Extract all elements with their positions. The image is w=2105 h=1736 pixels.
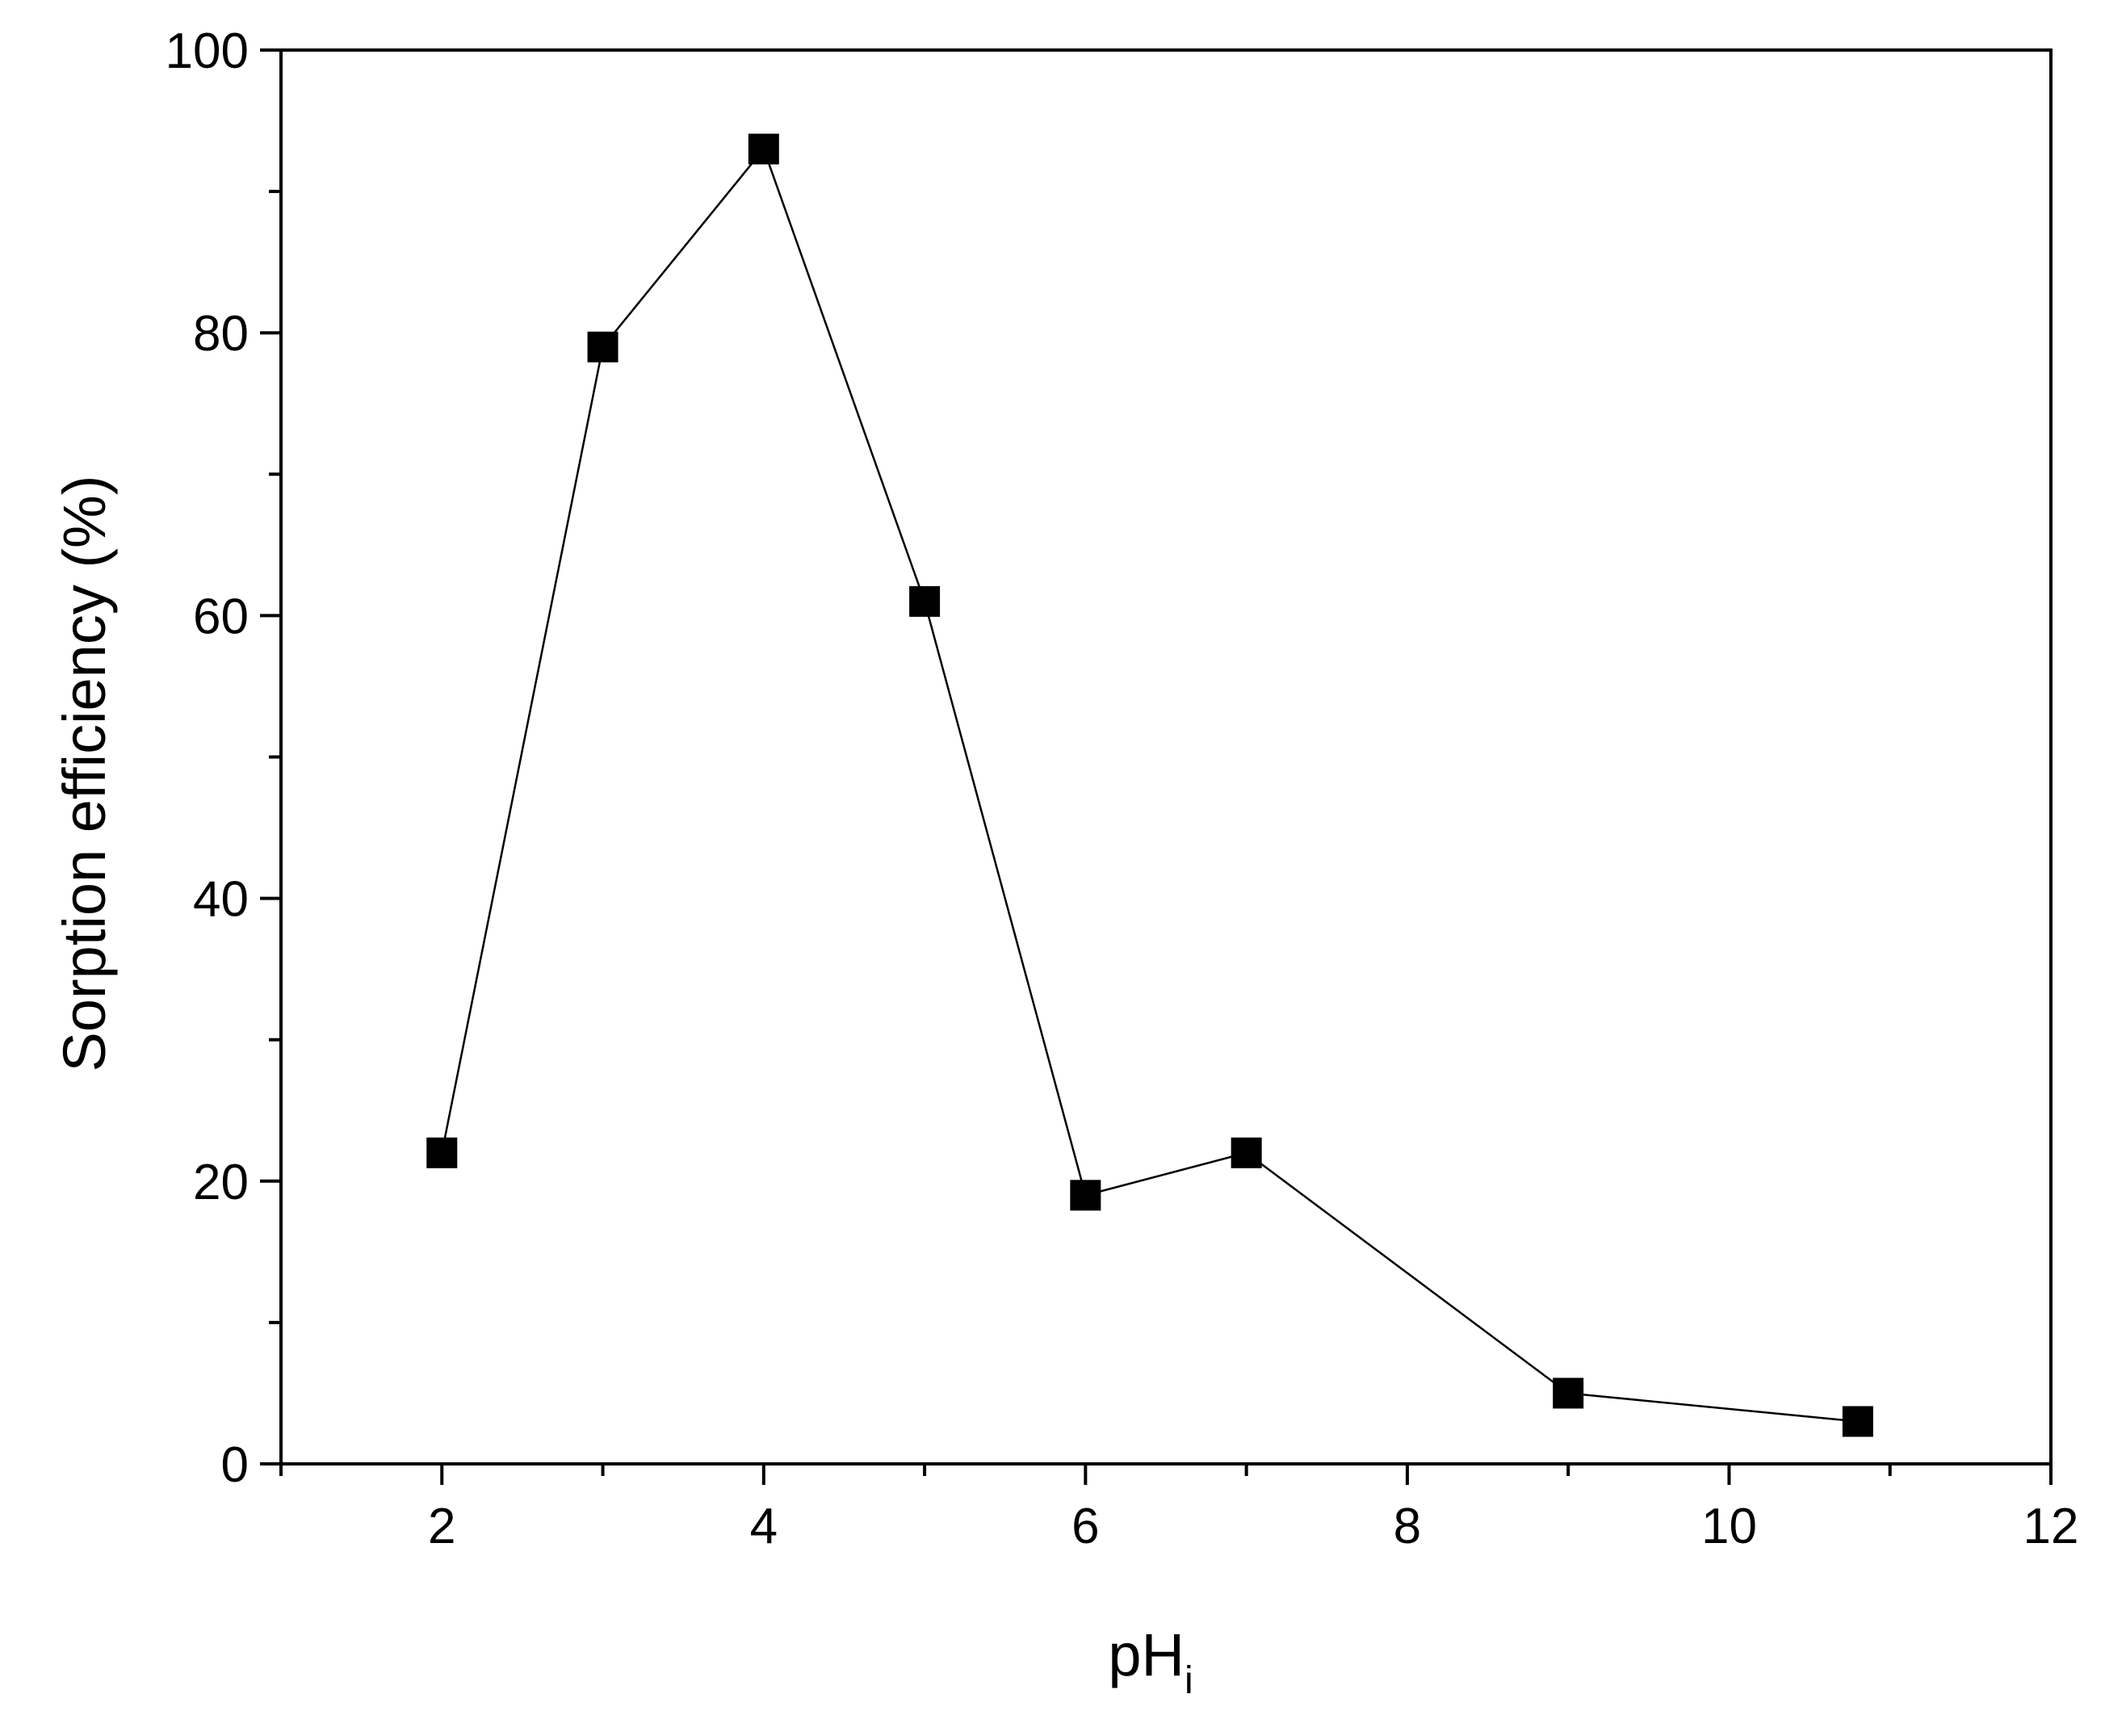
y-tick-label: 0	[221, 1437, 249, 1493]
x-tick-label: 4	[750, 1499, 778, 1554]
data-point-marker	[1070, 1180, 1101, 1211]
y-tick-label: 100	[166, 23, 249, 79]
x-tick-label: 10	[1701, 1499, 1757, 1554]
data-point-marker	[1231, 1137, 1262, 1168]
x-tick-label: 12	[2023, 1499, 2079, 1554]
y-axis-label: Sorption efficiency (%)	[51, 476, 118, 1072]
y-tick-label: 40	[193, 872, 249, 928]
series-markers	[426, 133, 1873, 1437]
data-point-marker	[748, 133, 779, 165]
y-tick-label: 20	[193, 1155, 249, 1210]
data-point-marker	[909, 585, 941, 617]
x-axis-label-main: pH	[1108, 1621, 1185, 1688]
axis-ticks	[260, 48, 2053, 1485]
data-point-marker	[587, 331, 619, 363]
x-axis-label: pHi	[1108, 1621, 1193, 1702]
y-tick-label: 80	[193, 306, 249, 362]
x-axis-label-subscript: i	[1185, 1659, 1193, 1702]
y-tick-label: 60	[193, 589, 249, 644]
series-line	[441, 147, 1858, 1423]
x-tick-label: 2	[428, 1499, 455, 1554]
data-point-marker	[426, 1137, 458, 1168]
x-tick-label: 6	[1071, 1499, 1099, 1554]
axis-tick-labels: 2 4 6 8 10 12 0 20 40 60 80 100	[166, 23, 2079, 1554]
data-point-marker	[1553, 1377, 1584, 1409]
x-tick-label: 8	[1394, 1499, 1421, 1554]
data-point-marker	[1842, 1406, 1873, 1437]
